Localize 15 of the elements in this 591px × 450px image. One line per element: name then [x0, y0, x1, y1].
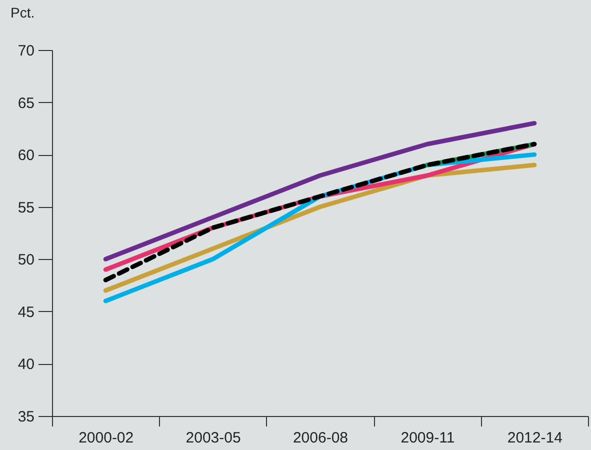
x-tick-label: 2003-05: [186, 430, 241, 446]
x-tick-label: 2012-14: [507, 430, 562, 446]
y-tick-label: 45: [18, 304, 34, 321]
x-tick-label: 2000-02: [78, 430, 134, 446]
x-tick-label: 2006-08: [292, 430, 348, 446]
y-tick-label: 60: [18, 147, 34, 164]
y-tick-label: 35: [18, 408, 34, 426]
y-tick-label: 70: [18, 42, 34, 60]
y-tick-label: 65: [18, 94, 34, 112]
y-axis-title: Pct.: [10, 4, 35, 20]
y-tick-label: 40: [18, 356, 34, 374]
y-tick-label: 50: [18, 252, 34, 269]
line-series: [103, 120, 537, 262]
x-tick-label: 2009-11: [400, 430, 455, 446]
y-tick-label: 55: [18, 199, 34, 216]
